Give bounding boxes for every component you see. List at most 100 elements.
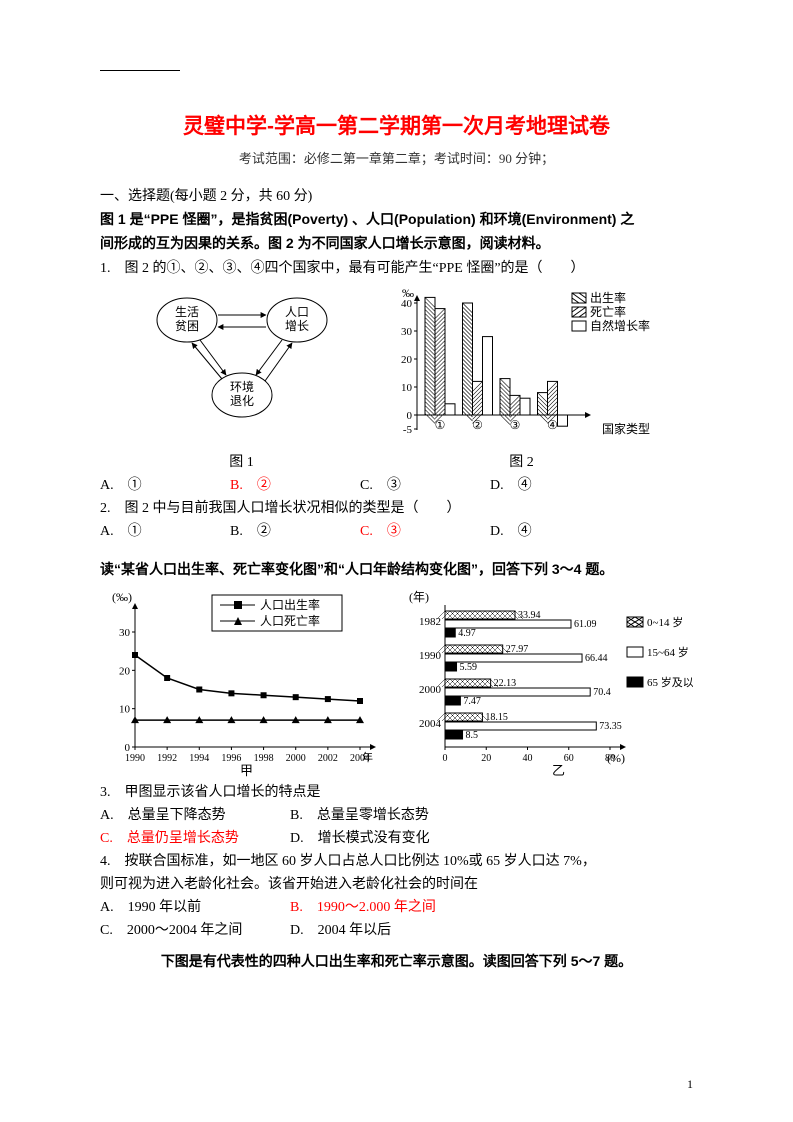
svg-text:30: 30 — [119, 627, 131, 639]
intro-line-2: 间形成的互为因果的关系。图 2 为不同国家人口增长示意图，阅读材料。 — [100, 233, 693, 253]
svg-text:22.13: 22.13 — [493, 678, 516, 689]
legend-0-14: 0~14 岁 — [627, 615, 683, 629]
q3-options-row1: A. 总量呈下降态势 B. 总量呈零增长态势 — [100, 804, 693, 824]
question-3-text: 3. 甲图显示该省人口增长的特点是 — [100, 781, 693, 801]
svg-text:1992: 1992 — [157, 753, 177, 764]
q2-opt-c: C. ③ — [360, 520, 490, 540]
svg-text:1998: 1998 — [254, 753, 274, 764]
svg-text:出生率: 出生率 — [590, 290, 626, 305]
svg-text:1994: 1994 — [189, 753, 209, 764]
header-rule — [100, 70, 180, 71]
svg-text:61.09: 61.09 — [574, 619, 597, 630]
svg-text:①: ① — [434, 418, 445, 432]
svg-text:2000: 2000 — [419, 684, 442, 696]
figure-row-2: (‰) 人口出生率 人口死亡率 010203019901992199419961… — [100, 587, 693, 777]
legend-birth: 人口出生率 — [220, 597, 320, 612]
svg-text:8.5: 8.5 — [465, 730, 478, 741]
svg-text:27.97: 27.97 — [505, 644, 528, 655]
svg-text:0: 0 — [442, 753, 447, 764]
svg-text:自然增长率: 自然增长率 — [590, 318, 650, 333]
axes: 010203019901992199419961998200020022004年 — [119, 603, 376, 764]
q4-opt-b: B. 1990～2.000 年之间 — [290, 896, 436, 916]
legend-65-plus: 65 岁及以上 — [627, 675, 693, 689]
bars — [425, 297, 568, 426]
svg-text:30: 30 — [401, 326, 413, 338]
svg-text:1982: 1982 — [419, 616, 441, 628]
svg-text:20: 20 — [119, 665, 131, 677]
exam-title: 灵璧中学-学高一第二学期第一次月考地理试卷 — [100, 110, 693, 140]
svg-text:0~14 岁: 0~14 岁 — [647, 615, 683, 629]
x-unit: (%) — [607, 751, 625, 765]
svg-text:66.44: 66.44 — [585, 653, 608, 664]
q3-opt-d: D. 增长模式没有变化 — [290, 827, 430, 847]
svg-text:20: 20 — [481, 753, 491, 764]
svg-text:1990: 1990 — [125, 753, 145, 764]
svg-text:年: 年 — [362, 750, 373, 764]
svg-text:5.59: 5.59 — [459, 662, 477, 673]
figure-caption-row: 图 1 图 2 — [100, 449, 693, 471]
question-2-text: 2. 图 2 中与目前我国人口增长状况相似的类型是（ ） — [100, 497, 693, 517]
page: 灵璧中学-学高一第二学期第一次月考地理试卷 考试范围：必修二第一章第二章；考试时… — [0, 0, 793, 1122]
figure-2-bar-chart: 出生率 死亡率 自然增长率 ‰ 403020100-5①②③④ 国家类型 — [382, 285, 662, 445]
read-intro: 读“某省人口出生率、死亡率变化图”和“人口年龄结构变化图”，回答下列 3～4 题… — [100, 559, 693, 579]
svg-text:②: ② — [472, 418, 483, 432]
figure-1-caption: 图 1 — [132, 451, 352, 471]
svg-text:1990: 1990 — [419, 650, 442, 662]
svg-text:2002: 2002 — [318, 753, 338, 764]
svg-text:40: 40 — [401, 298, 413, 310]
legend-birth-rate: 出生率 — [572, 290, 626, 305]
q2-opt-b: B. ② — [230, 520, 360, 540]
svg-text:增长: 增长 — [284, 319, 308, 333]
svg-text:退化: 退化 — [229, 394, 253, 408]
legend-death: 人口死亡率 — [220, 613, 320, 628]
svg-text:15~64 岁: 15~64 岁 — [647, 645, 689, 659]
svg-text:人口出生率: 人口出生率 — [260, 597, 320, 612]
svg-text:④: ④ — [547, 418, 558, 432]
q4-options-row2: C. 2000～2004 年之间 D. 2004 年以后 — [100, 919, 693, 939]
svg-text:10: 10 — [119, 704, 131, 716]
q4-opt-a: A. 1990 年以前 — [100, 896, 290, 916]
q1-opt-b: B. ② — [230, 474, 360, 494]
svg-text:70.4: 70.4 — [593, 687, 611, 698]
sublabel: 甲 — [240, 763, 253, 777]
y-unit: (‰) — [112, 590, 132, 604]
svg-text:-5: -5 — [402, 424, 412, 436]
node-population: 人口 — [284, 305, 308, 319]
node-environment: 环境 — [229, 379, 253, 394]
legend-death-rate: 死亡率 — [572, 304, 626, 319]
node-poverty: 生活 — [174, 305, 198, 319]
q2-opt-d: D. ④ — [490, 520, 532, 540]
svg-text:18.15: 18.15 — [485, 712, 508, 723]
q3-opt-a: A. 总量呈下降态势 — [100, 804, 290, 824]
q1-opt-c: C. ③ — [360, 474, 490, 494]
svg-text:死亡率: 死亡率 — [590, 304, 626, 319]
svg-text:10: 10 — [401, 382, 413, 394]
svg-text:20: 20 — [401, 354, 413, 366]
svg-text:0: 0 — [406, 410, 412, 422]
q3-options-row2: C. 总量仍呈增长态势 D. 增长模式没有变化 — [100, 827, 693, 847]
svg-text:人口死亡率: 人口死亡率 — [260, 613, 320, 628]
q4-options-row1: A. 1990 年以前 B. 1990～2.000 年之间 — [100, 896, 693, 916]
figure-2-caption: 图 2 — [382, 451, 662, 471]
q4-opt-c: C. 2000～2004 年之间 — [100, 919, 290, 939]
exam-subtitle: 考试范围：必修二第一章第二章；考试时间：90 分钟； — [100, 148, 693, 167]
svg-text:73.35: 73.35 — [599, 721, 622, 732]
figure-1-ppe-cycle: 生活 贫困 人口 增长 环境 退化 — [132, 285, 352, 435]
q2-options: A. ① B. ② C. ③ D. ④ — [100, 520, 693, 540]
intro-line-1: 图 1 是“PPE 怪圈”，是指贫困(Poverty) 、人口(Populati… — [100, 209, 693, 229]
figure-3-line-chart: (‰) 人口出生率 人口死亡率 010203019901992199419961… — [100, 587, 377, 777]
svg-text:40: 40 — [522, 753, 532, 764]
figure-5-intro: 下图是有代表性的四种人口出生率和死亡率示意图。读图回答下列 5～7 题。 — [100, 951, 693, 971]
figure-4-age-structure: (年) 0~14 岁 15~64 岁 65 岁及以上 33.9461.094.9… — [407, 587, 693, 777]
figure-row-1: 生活 贫困 人口 增长 环境 退化 出生率 — [100, 285, 693, 445]
legend-15-64: 15~64 岁 — [627, 645, 689, 659]
svg-text:4.97: 4.97 — [458, 628, 476, 639]
x-label: 国家类型 — [602, 421, 650, 436]
q1-opt-a: A. ① — [100, 474, 230, 494]
svg-text:33.94: 33.94 — [518, 610, 541, 621]
bars: 33.9461.094.9727.9766.445.5922.1370.47.4… — [437, 610, 622, 741]
question-4-line1: 4. 按联合国标准，如一地区 60 岁人口占总人口比例达 10%或 65 岁人口… — [100, 850, 693, 870]
sublabel: 乙 — [552, 763, 565, 777]
q1-options: A. ① B. ② C. ③ D. ④ — [100, 474, 693, 494]
svg-text:贫困: 贫困 — [174, 318, 198, 333]
